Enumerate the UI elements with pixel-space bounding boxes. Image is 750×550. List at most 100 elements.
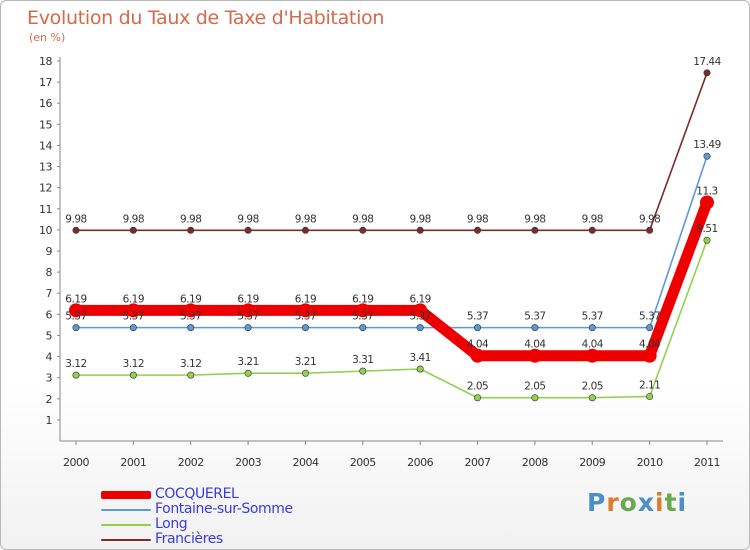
data-label-long: 3.31 bbox=[352, 354, 373, 366]
y-tick-label: 1 bbox=[46, 414, 53, 427]
data-point-long bbox=[703, 236, 711, 244]
data-point-cocquerel bbox=[470, 348, 485, 363]
data-point-cocquerel bbox=[69, 303, 83, 318]
data-label-cocquerel: 6.19 bbox=[180, 293, 201, 305]
x-tick-label: 2003 bbox=[235, 456, 261, 469]
data-label-franci-res: 9.98 bbox=[467, 213, 488, 225]
brand-letter: P bbox=[587, 488, 607, 517]
data-label-fontaine-sur-somme: 5.37 bbox=[409, 311, 430, 323]
data-label-franci-res: 9.98 bbox=[180, 213, 201, 225]
data-label-fontaine-sur-somme: 5.37 bbox=[237, 311, 258, 323]
data-label-long: 3.21 bbox=[237, 356, 258, 368]
data-point-franci-res bbox=[187, 226, 195, 234]
legend-label: Fontaine-sur-Somme bbox=[155, 501, 293, 517]
data-point-franci-res bbox=[474, 226, 482, 234]
data-point-long bbox=[72, 371, 80, 379]
data-label-long: 9.51 bbox=[696, 223, 717, 235]
legend: COCQUEREL Fontaine-sur-Somme Long Francière… bbox=[101, 487, 293, 547]
data-point-cocquerel bbox=[298, 303, 313, 318]
data-point-franci-res bbox=[703, 69, 711, 77]
data-point-cocquerel bbox=[126, 303, 141, 318]
data-label-franci-res: 9.98 bbox=[639, 213, 660, 225]
y-tick-label: 16 bbox=[39, 97, 52, 110]
y-tick-label: 5 bbox=[46, 329, 53, 342]
data-point-fontaine-sur-somme bbox=[588, 324, 596, 332]
data-label-fontaine-sur-somme: 5.37 bbox=[582, 311, 603, 323]
y-tick-label: 8 bbox=[46, 266, 53, 279]
data-label-fontaine-sur-somme: 5.37 bbox=[295, 311, 316, 323]
data-label-long: 2.05 bbox=[467, 381, 488, 393]
data-label-long: 3.12 bbox=[123, 358, 144, 370]
data-point-long bbox=[474, 394, 482, 402]
data-point-long bbox=[531, 394, 539, 402]
x-tick-label: 2011 bbox=[694, 456, 720, 469]
brand-letter: x bbox=[637, 488, 655, 517]
chart-title: Evolution du Taux de Taxe d'Habitation bbox=[27, 7, 385, 29]
brand-letter: i bbox=[677, 488, 688, 517]
legend-swatch bbox=[101, 523, 151, 526]
y-tick-label: 6 bbox=[46, 308, 53, 321]
legend-swatch bbox=[101, 538, 151, 541]
data-point-long bbox=[359, 367, 367, 375]
data-point-fontaine-sur-somme bbox=[244, 324, 252, 332]
data-point-long bbox=[301, 369, 309, 377]
data-label-long: 2.11 bbox=[639, 379, 660, 391]
y-tick-label: 3 bbox=[46, 372, 53, 385]
legend-item: Long bbox=[101, 517, 293, 532]
data-label-fontaine-sur-somme: 5.37 bbox=[123, 311, 144, 323]
data-label-cocquerel: 11.3 bbox=[696, 185, 717, 197]
data-point-fontaine-sur-somme bbox=[301, 324, 309, 332]
data-point-fontaine-sur-somme bbox=[531, 324, 539, 332]
data-label-franci-res: 9.98 bbox=[295, 213, 316, 225]
data-point-cocquerel bbox=[355, 303, 370, 318]
data-point-cocquerel bbox=[642, 348, 657, 363]
data-label-fontaine-sur-somme: 5.37 bbox=[352, 311, 373, 323]
data-label-fontaine-sur-somme: 5.37 bbox=[524, 311, 545, 323]
x-tick-label: 2007 bbox=[465, 456, 491, 469]
data-label-franci-res: 9.98 bbox=[237, 213, 258, 225]
data-point-long bbox=[588, 394, 596, 402]
data-label-franci-res: 9.98 bbox=[352, 213, 373, 225]
data-label-cocquerel: 4.04 bbox=[524, 339, 546, 351]
data-point-franci-res bbox=[359, 226, 367, 234]
data-label-long: 3.41 bbox=[409, 352, 430, 364]
data-label-cocquerel: 6.19 bbox=[409, 293, 430, 305]
legend-swatch bbox=[101, 508, 151, 511]
x-tick-label: 2002 bbox=[178, 456, 204, 469]
x-tick-label: 2008 bbox=[522, 456, 548, 469]
data-point-long bbox=[244, 369, 252, 377]
data-point-cocquerel bbox=[413, 303, 428, 318]
data-label-cocquerel: 6.19 bbox=[123, 293, 144, 305]
data-label-franci-res: 9.98 bbox=[409, 213, 430, 225]
data-point-long bbox=[416, 365, 424, 373]
data-label-long: 3.21 bbox=[295, 356, 316, 368]
series-line-cocquerel bbox=[70, 196, 713, 362]
y-tick-label: 15 bbox=[39, 118, 52, 131]
data-point-franci-res bbox=[301, 226, 309, 234]
data-label-long: 3.12 bbox=[65, 358, 86, 370]
y-tick-label: 4 bbox=[46, 351, 53, 364]
y-tick-label: 13 bbox=[39, 161, 52, 174]
legend-item: COCQUEREL bbox=[101, 487, 293, 502]
data-label-cocquerel: 4.04 bbox=[639, 339, 661, 351]
data-point-fontaine-sur-somme bbox=[474, 324, 482, 332]
brand-letter: r bbox=[606, 488, 620, 517]
data-point-cocquerel bbox=[585, 348, 600, 363]
y-tick-label: 7 bbox=[46, 287, 53, 300]
data-point-long bbox=[187, 371, 195, 379]
legend-label: Long bbox=[155, 516, 188, 532]
data-point-fontaine-sur-somme bbox=[129, 324, 137, 332]
legend-swatch bbox=[101, 490, 151, 499]
y-tick-label: 2 bbox=[46, 393, 53, 406]
series-line-long bbox=[75, 239, 708, 399]
data-label-franci-res: 9.98 bbox=[65, 213, 86, 225]
y-tick-label: 9 bbox=[46, 245, 53, 258]
y-tick-label: 14 bbox=[39, 139, 52, 152]
data-point-franci-res bbox=[244, 226, 252, 234]
series-line-fontaine-sur-somme bbox=[75, 155, 708, 329]
y-tick-label: 17 bbox=[39, 76, 52, 89]
data-label-fontaine-sur-somme: 13.49 bbox=[693, 139, 721, 151]
x-tick-label: 2001 bbox=[120, 456, 146, 469]
